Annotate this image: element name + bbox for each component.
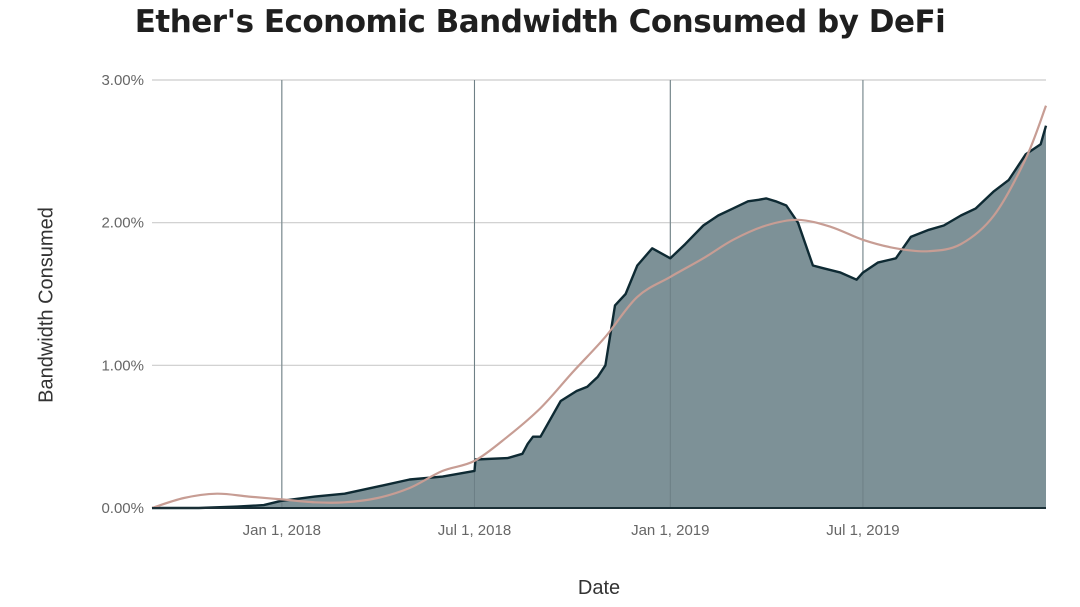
y-tick-label: 0.00% <box>101 500 144 517</box>
x-tick-label: Jan 1, 2019 <box>631 522 709 539</box>
x-tick-label: Jul 1, 2018 <box>438 522 511 539</box>
axis-group: 0.00% 1.00% 2.00% 3.00% Jan 1, 2018 Jul 1, 20… <box>101 72 1046 539</box>
y-tick-label: 3.00% <box>101 72 144 89</box>
trend-series-line <box>151 105 1048 510</box>
x-tick-label: Jan 1, 2018 <box>243 522 321 539</box>
chart-title: Ether's Economic Bandwidth Consumed by D… <box>134 4 946 40</box>
x-axis-title: Date <box>577 577 621 599</box>
y-tick-label: 1.00% <box>101 357 144 374</box>
series-group <box>151 80 1048 510</box>
area-series-line <box>152 125 1048 510</box>
x-tick-label: Jul 1, 2019 <box>826 522 899 539</box>
area-fill <box>152 125 1046 508</box>
y-tick-label: 2.00% <box>101 215 144 232</box>
